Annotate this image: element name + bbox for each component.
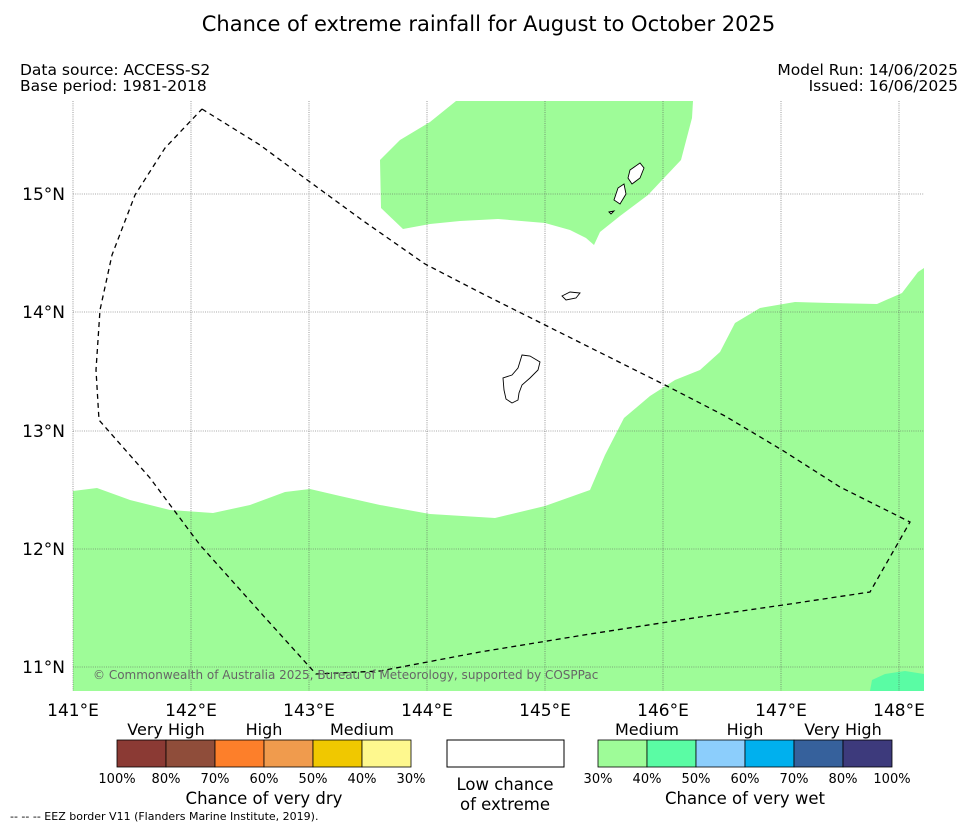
data-source-label: Data source: ACCESS-S2 — [20, 61, 211, 79]
dry-colorbar-title: Chance of very dry — [186, 789, 343, 808]
dry-tick: 50% — [299, 772, 328, 787]
dry-level-labels: Very High High Medium — [127, 720, 394, 739]
wet-level-labels: Medium High Very High — [615, 720, 882, 739]
wet-level-high: High — [727, 720, 764, 739]
wet-tick: 40% — [633, 772, 662, 787]
lon-label: 144°E — [401, 701, 453, 721]
latitude-labels: 15°N 14°N 13°N 12°N 11°N — [22, 185, 65, 678]
wet-tick: 30% — [584, 772, 613, 787]
island-aguijan — [608, 210, 616, 215]
issued-label: Issued: 16/06/2025 — [808, 77, 958, 95]
lat-label: 13°N — [22, 422, 65, 442]
dry-tick: 30% — [397, 772, 426, 787]
island-guam — [502, 354, 541, 404]
base-period-label: Base period: 1981-2018 — [20, 77, 207, 95]
wet-region-north — [380, 101, 693, 245]
lon-label: 142°E — [165, 701, 217, 721]
dry-swatch-0 — [116, 739, 167, 768]
wet-swatch-0 — [597, 739, 648, 768]
wet-swatch-1 — [646, 739, 697, 768]
wet-colorbar-title: Chance of very wet — [665, 789, 826, 808]
wet-region-south — [73, 268, 924, 691]
island-saipan — [627, 162, 645, 185]
wet-region-50-patch — [870, 671, 924, 691]
wet-swatch-2 — [695, 739, 746, 768]
dry-colorbar — [116, 739, 412, 768]
lon-label: 148°E — [873, 701, 925, 721]
model-run-label: Model Run: 14/06/2025 — [777, 61, 958, 79]
islands — [502, 162, 645, 404]
low-chance-label-line1: Low chance — [456, 775, 553, 794]
longitude-labels: 141°E 142°E 143°E 144°E 145°E 146°E 147°… — [47, 701, 925, 721]
wet-tick: 50% — [682, 772, 711, 787]
wet-tick: 80% — [829, 772, 858, 787]
wet-swatch-4 — [793, 739, 844, 768]
dry-tick-labels: 100% 80% 70% 60% 50% 40% 30% — [98, 772, 425, 787]
graticule — [72, 101, 924, 691]
wet-tick: 100% — [873, 772, 910, 787]
low-chance-swatch — [446, 739, 565, 768]
wet-level-very-high: Very High — [804, 720, 881, 739]
lon-label: 146°E — [637, 701, 689, 721]
wet-tick: 60% — [731, 772, 760, 787]
lat-label: 11°N — [22, 658, 65, 678]
lat-label: 14°N — [22, 303, 65, 323]
wet-swatch-3 — [744, 739, 795, 768]
dry-swatch-2 — [214, 739, 265, 768]
wet-colorbar — [597, 739, 893, 768]
wet-swatch-5 — [842, 739, 893, 768]
dry-tick: 60% — [250, 772, 279, 787]
island-rota — [561, 291, 581, 301]
dry-tick: 80% — [152, 772, 181, 787]
eez-footnote: -- -- -- EEZ border V11 (Flanders Marine… — [10, 810, 319, 823]
copyright-text: © Commonwealth of Australia 2025, Bureau… — [93, 668, 598, 682]
lon-label: 147°E — [755, 701, 807, 721]
dry-swatch-4 — [312, 739, 363, 768]
lat-label: 15°N — [22, 185, 65, 205]
wet-tick-labels: 30% 40% 50% 60% 70% 80% 100% — [584, 772, 911, 787]
lat-label: 12°N — [22, 540, 65, 560]
dry-tick: 40% — [348, 772, 377, 787]
dry-swatch-1 — [165, 739, 216, 768]
lon-label: 141°E — [47, 701, 99, 721]
lon-label: 143°E — [283, 701, 335, 721]
wet-tick: 70% — [780, 772, 809, 787]
wet-level-medium: Medium — [615, 720, 679, 739]
chart-title: Chance of extreme rainfall for August to… — [201, 12, 776, 36]
dry-level-high: High — [246, 720, 283, 739]
dry-tick: 70% — [201, 772, 230, 787]
dry-swatch-5 — [361, 739, 412, 768]
dry-tick: 100% — [98, 772, 135, 787]
dry-level-medium: Medium — [330, 720, 394, 739]
dry-swatch-3 — [263, 739, 314, 768]
eez-border — [95, 108, 911, 675]
island-tinian — [613, 183, 627, 205]
dry-level-very-high: Very High — [127, 720, 204, 739]
lon-label: 145°E — [519, 701, 571, 721]
low-chance-label-line2: of extreme — [460, 795, 550, 814]
